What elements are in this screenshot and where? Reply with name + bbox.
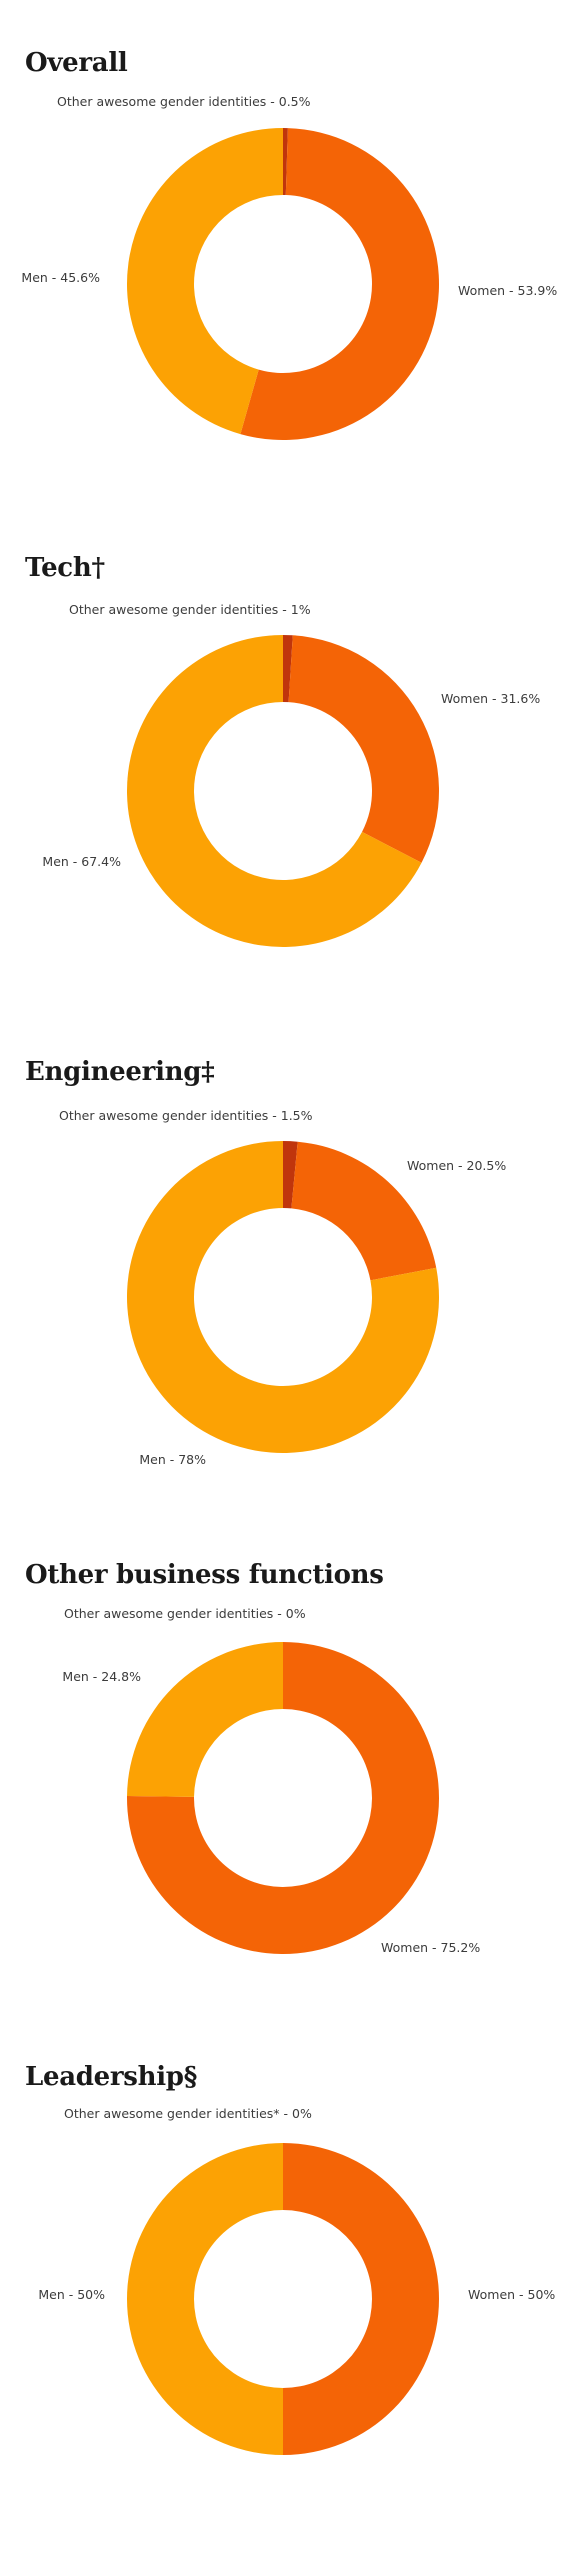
slice-label-women: Women - 50%: [468, 2287, 555, 2302]
slice-label-women: Women - 53.9%: [458, 283, 557, 298]
chart-title-overall: Overall: [25, 48, 128, 78]
donut-slice-women: [240, 128, 439, 440]
chart-title-leadership: Leadership§: [25, 2062, 197, 2092]
donut-chart-other-business-functions: Other awesome gender identities - 0% Wome…: [62, 1606, 480, 1955]
slice-label-women: Women - 31.6%: [441, 691, 540, 706]
donut-slice-men: [126, 128, 283, 435]
donut-chart-engineering: Other awesome gender identities - 1.5% Wo…: [59, 1108, 506, 1467]
donut-slice-other: [283, 635, 293, 703]
slice-label-other: Other awesome gender identities - 0.5%: [57, 94, 311, 109]
donut-slice-women: [126, 1642, 439, 1954]
donut-chart-overall: Other awesome gender identities - 0.5% Wo…: [21, 94, 557, 440]
slice-label-other: Other awesome gender identities* - 0%: [64, 2106, 312, 2121]
slice-label-other: Other awesome gender identities - 1%: [69, 602, 311, 617]
chart-title-other-business-functions: Other business functions: [25, 1560, 384, 1590]
donut-chart-leadership: Other awesome gender identities* - 0% Wom…: [38, 2106, 555, 2455]
slice-label-women: Women - 75.2%: [381, 1940, 480, 1955]
slice-label-men: Men - 50%: [38, 2287, 105, 2302]
donut-slice-other: [283, 1141, 298, 1209]
donut-slice-women: [291, 1141, 437, 1281]
slice-label-men: Men - 67.4%: [42, 854, 121, 869]
donut-slice-men: [127, 2143, 283, 2455]
slice-label-men: Men - 45.6%: [21, 270, 100, 285]
donut-slice-men: [126, 1141, 440, 1453]
chart-title-engineering: Engineering‡: [25, 1057, 215, 1087]
chart-title-tech: Tech†: [25, 553, 105, 583]
donut-slice-men: [127, 635, 422, 947]
slice-label-men: Men - 24.8%: [62, 1669, 141, 1684]
slice-label-men: Men - 78%: [139, 1452, 206, 1467]
slice-label-other: Other awesome gender identities - 0%: [64, 1606, 306, 1621]
donut-slice-other: [283, 128, 288, 196]
donut-chart-tech: Other awesome gender identities - 1% Wome…: [42, 602, 540, 947]
donut-slice-men: [127, 1642, 283, 1797]
donut-slice-women: [283, 2143, 439, 2455]
slice-label-other: Other awesome gender identities - 1.5%: [59, 1108, 313, 1123]
slice-label-women: Women - 20.5%: [407, 1158, 506, 1173]
donut-slice-women: [288, 635, 440, 863]
